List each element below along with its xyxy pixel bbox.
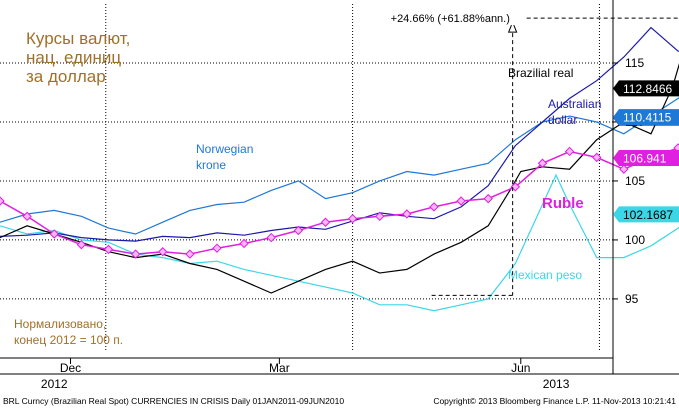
annotation-layer: +24.66% (+61.88%ann.)	[388, 10, 679, 296]
ruble-marker-19	[510, 182, 521, 192]
ruble-marker-0	[0, 196, 5, 206]
last-value-ruble: 106.941	[613, 150, 679, 167]
series-ruble	[0, 143, 679, 259]
last-value-label-brazilial-real: 112.8466	[623, 82, 672, 96]
ruble-marker-3	[76, 239, 87, 250]
ruble-marker-17	[456, 196, 466, 206]
annotation-label: +24.66% (+61.88%ann.)	[391, 13, 510, 25]
ruble-marker-12	[320, 217, 331, 227]
series-label-brazilian-real: Brazilial real	[508, 66, 573, 80]
x-tick-label-mar-1: Mar	[269, 361, 290, 375]
ruble-marker-10	[266, 232, 276, 243]
normalization-note-line-1: Нормализовано,	[14, 317, 106, 331]
chart-title-line-2: нац. единиц	[26, 48, 121, 67]
x-tick-label-jun-2: Jun	[511, 361, 530, 375]
last-value-box-ruble	[613, 150, 679, 167]
series-line-brazilial-real	[0, 62, 679, 294]
footer-left: BRL Curncy (Brazilian Real Spot) CURRENC…	[3, 396, 344, 406]
last-value-label-ruble: 106.941	[623, 152, 667, 166]
ruble-marker-16	[429, 202, 439, 212]
normalization-note-line-2: конец 2012 = 100 п.	[14, 333, 123, 347]
ruble-marker-6	[158, 247, 168, 257]
y-tick-label-105: 105	[625, 174, 645, 188]
series-label-australian-dollar-line-2: dollar	[548, 113, 577, 127]
last-value-box-brazilial-real	[613, 80, 679, 97]
year-label-2013: 2013	[543, 377, 570, 391]
series-line-norwegian-krone	[0, 97, 679, 235]
series-label-australian-dollar-line-1: Australian	[548, 97, 601, 111]
y-tick-label-95: 95	[625, 292, 639, 306]
axis-layer: 95100105110115DecMarJunSepDec20122013112…	[0, 0, 679, 391]
ruble-marker-15	[402, 209, 412, 219]
ruble-marker-13	[347, 213, 358, 224]
ruble-marker-18	[483, 193, 493, 204]
ruble-marker-4	[103, 244, 114, 255]
ruble-marker-20	[537, 158, 548, 168]
last-value-box-mexican-peso	[613, 206, 679, 223]
ruble-marker-7	[185, 249, 195, 259]
last-value-box-norwegian-krone	[613, 109, 679, 126]
footer-right: Copyright© 2013 Bloomberg Finance L.P. 1…	[433, 396, 676, 406]
chart-title-line-3: за доллар	[26, 67, 106, 86]
ruble-marker-1	[22, 211, 32, 222]
last-value-label-norwegian-krone: 110.4115	[623, 111, 672, 125]
ruble-marker-9	[239, 238, 249, 249]
ruble-marker-2	[49, 229, 59, 239]
ruble-marker-5	[130, 249, 141, 259]
series-label-norwegian-krone-line-1: Norwegian	[196, 142, 253, 156]
series-mexican-peso	[0, 173, 679, 312]
annotation-label-bg	[388, 10, 525, 26]
series-line-mexican-peso	[0, 173, 679, 312]
ruble-marker-8	[212, 243, 222, 253]
series-australian-dollar	[0, 26, 679, 242]
series-norwegian-krone	[0, 97, 679, 235]
series-line-ruble	[0, 146, 679, 255]
year-label-2012: 2012	[41, 377, 68, 391]
y-tick-label-115: 115	[625, 56, 644, 70]
series-label-mexican-peso: Mexican peso	[508, 268, 582, 282]
chart-title-line-1: Курсы валют,	[26, 29, 130, 48]
last-value-norwegian-krone: 110.4115	[613, 109, 679, 126]
ruble-marker-14	[375, 211, 385, 222]
last-value-label-mexican-peso: 102.1687	[623, 208, 673, 222]
y-tick-label-100: 100	[625, 233, 645, 247]
ruble-marker-23	[619, 164, 629, 174]
annotation-arrow-head	[507, 20, 518, 33]
ruble-marker-22	[592, 152, 602, 163]
x-tick-label-dec-0: Dec	[60, 361, 81, 375]
ruble-marker-21	[564, 146, 575, 157]
last-value-mexican-peso: 102.1687	[613, 206, 679, 223]
series-line-australian-dollar	[0, 26, 679, 242]
last-value-brazilial-real: 112.8466	[613, 80, 679, 97]
ruble-marker-11	[293, 225, 304, 236]
series-brazilial-real	[0, 62, 679, 294]
series-label-norwegian-krone-line-2: krone	[196, 158, 226, 172]
series-label-ruble: Ruble	[542, 195, 584, 212]
